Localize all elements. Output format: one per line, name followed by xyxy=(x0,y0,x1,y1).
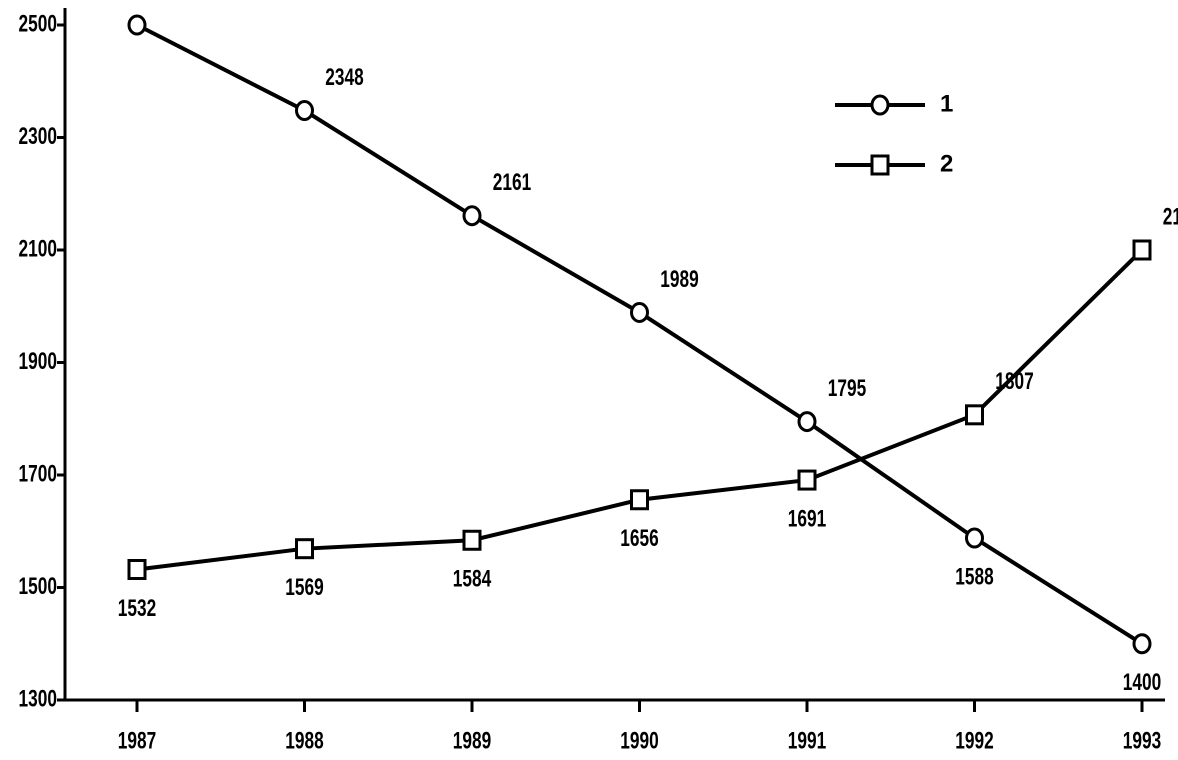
data-point xyxy=(295,538,314,560)
data-point xyxy=(797,411,817,433)
x-tick-label: 1993 xyxy=(1123,728,1161,754)
data-label: 1532 xyxy=(118,595,156,621)
data-point xyxy=(295,100,314,121)
data-point xyxy=(127,14,147,36)
x-tick-label: 1989 xyxy=(453,728,491,754)
data-point xyxy=(462,529,482,551)
legend-marker xyxy=(870,154,890,176)
data-label: 1400 xyxy=(1123,669,1161,695)
y-tick-label: 1500 xyxy=(19,573,57,599)
x-tick-label: 1987 xyxy=(118,728,156,754)
y-tick-label: 1900 xyxy=(19,348,57,374)
legend-label: 1 xyxy=(940,90,953,117)
data-point xyxy=(462,205,482,227)
data-label: 2500 xyxy=(158,0,196,5)
y-tick-label: 2100 xyxy=(19,236,57,262)
data-point xyxy=(127,559,147,580)
data-label: 2161 xyxy=(493,169,532,195)
x-tick-label: 1990 xyxy=(620,728,658,754)
data-label: 2348 xyxy=(325,64,363,90)
y-tick-label: 1300 xyxy=(19,686,57,712)
data-point xyxy=(965,404,984,426)
legend-label: 2 xyxy=(940,150,953,177)
data-label: 1807 xyxy=(995,369,1033,395)
y-tick-label: 1700 xyxy=(19,461,57,487)
y-tick-label: 2500 xyxy=(19,11,57,37)
data-point xyxy=(1132,239,1152,261)
data-point xyxy=(965,527,984,549)
x-tick-label: 1992 xyxy=(955,728,993,754)
data-label: 1989 xyxy=(660,266,698,292)
series-line xyxy=(136,248,1144,572)
data-point xyxy=(630,301,649,323)
x-tick-label: 1988 xyxy=(285,728,323,754)
data-point xyxy=(630,489,649,511)
data-label: 1588 xyxy=(955,564,993,590)
y-tick-label: 2300 xyxy=(19,123,57,149)
data-point xyxy=(797,469,817,491)
data-label: 1569 xyxy=(285,574,323,600)
data-point xyxy=(1132,633,1152,655)
data-label: 1584 xyxy=(453,566,492,592)
x-tick-label: 1991 xyxy=(788,728,827,754)
data-label: 1795 xyxy=(828,375,867,401)
data-label: 1691 xyxy=(788,506,827,532)
data-label: 2100 xyxy=(1163,204,1178,230)
legend-marker xyxy=(870,94,890,116)
data-label: 1656 xyxy=(620,525,658,551)
